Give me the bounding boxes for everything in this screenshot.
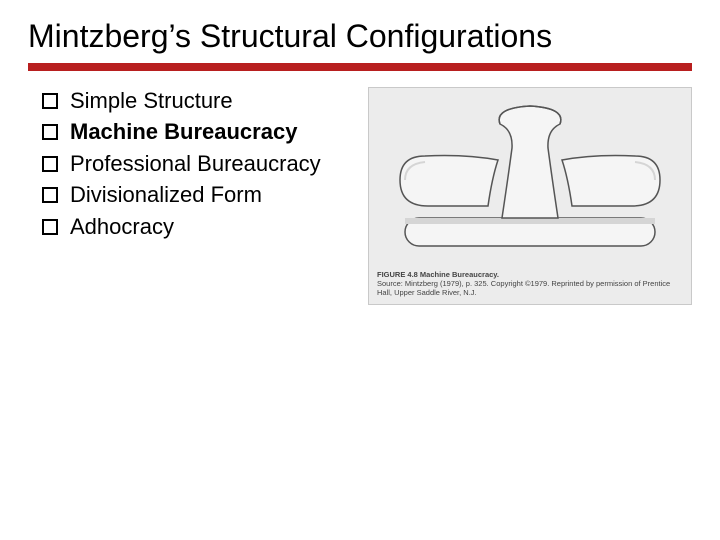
content-row: Simple Structure Machine Bureaucracy Pro… [28, 87, 692, 305]
figure-caption: FIGURE 4.8 Machine Bureaucracy. Source: … [377, 270, 683, 298]
list-item-label: Adhocracy [70, 214, 174, 239]
bullet-list: Simple Structure Machine Bureaucracy Pro… [28, 87, 356, 245]
list-item: Adhocracy [42, 213, 356, 241]
figure-machine-bureaucracy: FIGURE 4.8 Machine Bureaucracy. Source: … [368, 87, 692, 305]
list-item: Machine Bureaucracy [42, 118, 356, 146]
list-item-label: Professional Bureaucracy [70, 151, 321, 176]
page-title: Mintzberg’s Structural Configurations [28, 18, 692, 55]
list-item-label: Machine Bureaucracy [70, 119, 297, 144]
title-rule [28, 63, 692, 71]
caption-title: FIGURE 4.8 Machine Bureaucracy. [377, 270, 499, 279]
diagram-icon [369, 88, 691, 263]
list-item: Simple Structure [42, 87, 356, 115]
list-item: Divisionalized Form [42, 181, 356, 209]
slide: Mintzberg’s Structural Configurations Si… [0, 0, 720, 540]
list-item-label: Divisionalized Form [70, 182, 262, 207]
list-item: Professional Bureaucracy [42, 150, 356, 178]
list-item-label: Simple Structure [70, 88, 233, 113]
caption-source: Source: Mintzberg (1979), p. 325. Copyri… [377, 279, 670, 297]
